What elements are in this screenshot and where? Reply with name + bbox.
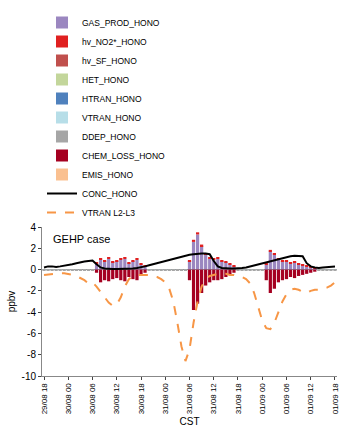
svg-text:31/08 00: 31/08 00 [161, 383, 170, 415]
svg-text:hv_SF_HONO: hv_SF_HONO [82, 56, 137, 66]
svg-text:-10: -10 [22, 371, 37, 382]
svg-text:VTRAN L2-L3: VTRAN L2-L3 [82, 208, 135, 218]
svg-text:01/09 12: 01/09 12 [306, 383, 315, 415]
svg-text:GEHP case: GEHP case [53, 233, 110, 245]
svg-text:GAS_PROD_HONO: GAS_PROD_HONO [82, 18, 160, 28]
svg-text:30/08 06: 30/08 06 [88, 383, 97, 415]
svg-text:CONC_HONO: CONC_HONO [82, 189, 138, 199]
svg-text:DDEP_HONO: DDEP_HONO [82, 132, 136, 142]
svg-text:01/09 06: 01/09 06 [282, 383, 291, 415]
svg-text:01/09 18: 01/09 18 [331, 383, 340, 415]
svg-text:EMIS_HONO: EMIS_HONO [82, 170, 133, 180]
svg-text:-4: -4 [27, 307, 36, 318]
svg-text:-2: -2 [27, 285, 36, 296]
svg-text:HET_HONO: HET_HONO [82, 75, 130, 85]
svg-text:HTRAN_HONO: HTRAN_HONO [82, 94, 142, 104]
svg-text:4: 4 [30, 222, 36, 233]
svg-text:30/08 18: 30/08 18 [137, 383, 146, 415]
svg-text:31/08 12: 31/08 12 [209, 383, 218, 415]
svg-text:0: 0 [30, 264, 36, 275]
svg-text:-8: -8 [27, 349, 36, 360]
svg-text:01/09 00: 01/09 00 [258, 383, 267, 415]
svg-text:29/08 18: 29/08 18 [40, 383, 49, 415]
svg-text:-6: -6 [27, 328, 36, 339]
svg-text:30/08 00: 30/08 00 [64, 383, 73, 415]
svg-text:30/08 12: 30/08 12 [112, 383, 121, 415]
svg-text:CHEM_LOSS_HONO: CHEM_LOSS_HONO [82, 151, 165, 161]
svg-text:2: 2 [30, 243, 36, 254]
svg-text:hv_NO2*_HONO: hv_NO2*_HONO [82, 37, 147, 47]
svg-text:ppbv: ppbv [6, 291, 17, 313]
svg-text:31/08 18: 31/08 18 [234, 383, 243, 415]
svg-text:VTRAN_HONO: VTRAN_HONO [82, 113, 141, 123]
svg-text:CST: CST [180, 416, 200, 427]
svg-text:31/08 06: 31/08 06 [185, 383, 194, 415]
